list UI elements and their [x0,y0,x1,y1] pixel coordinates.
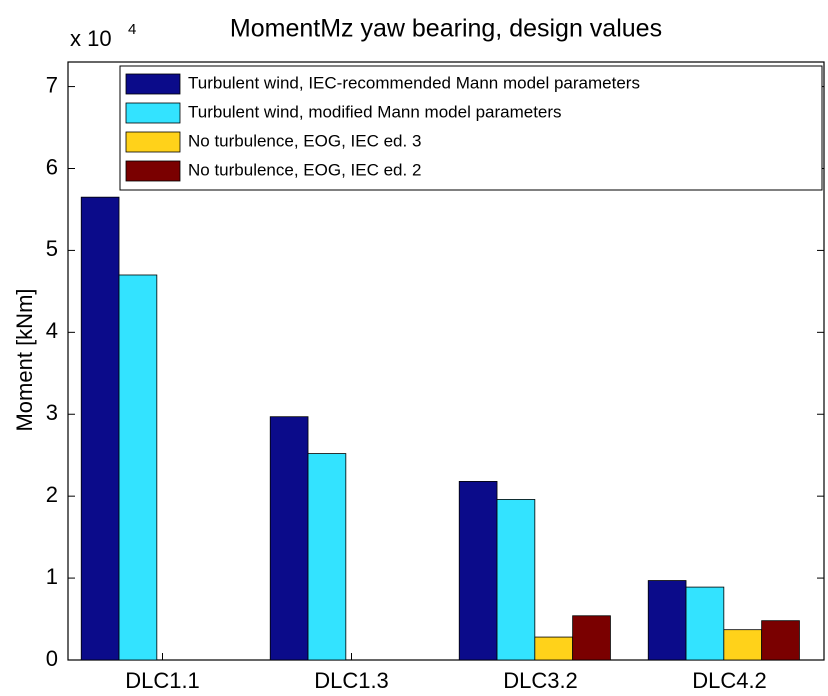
bar [723,629,763,661]
bar [458,481,498,661]
bar [307,453,347,661]
y-tick-label: 4 [46,318,58,343]
y-tick-label: 5 [46,236,58,261]
multiplier: x 10 [70,26,112,51]
bar [269,416,309,661]
bar [80,196,120,661]
legend-swatch [125,102,181,124]
bar [118,274,158,661]
bar [647,580,687,661]
y-tick-label: 1 [46,564,58,589]
x-tick-label: DLC4.2 [692,668,767,693]
y-tick-label: 0 [46,646,58,671]
y-tick-label: 3 [46,400,58,425]
legend-label: Turbulent wind, modified Mann model para… [188,102,562,121]
x-tick-label: DLC1.3 [314,668,389,693]
chart-title: MomentMz yaw bearing, design values [230,15,662,43]
legend-label: Turbulent wind, IEC-recommended Mann mod… [188,73,640,92]
bar [496,499,536,661]
legend-label: No turbulence, EOG, IEC ed. 2 [188,160,421,179]
legend-label: No turbulence, EOG, IEC ed. 3 [188,131,421,150]
legend-box [119,65,823,191]
multiplier-exponent: 4 [128,21,136,38]
y-tick-label: 2 [46,482,58,507]
y-tick-label: 7 [46,72,58,97]
x-tick-label: DLC1.1 [125,668,200,693]
y-axis-label: Moment [kNm] [12,288,37,431]
legend-swatch [125,73,181,95]
y-tick-label: 6 [46,154,58,179]
legend-swatch [125,160,181,182]
bar [685,586,725,661]
x-tick-label: DLC3.2 [503,668,578,693]
bar [534,636,574,661]
legend-swatch [125,131,181,153]
bar [761,620,800,661]
bar [572,615,611,661]
